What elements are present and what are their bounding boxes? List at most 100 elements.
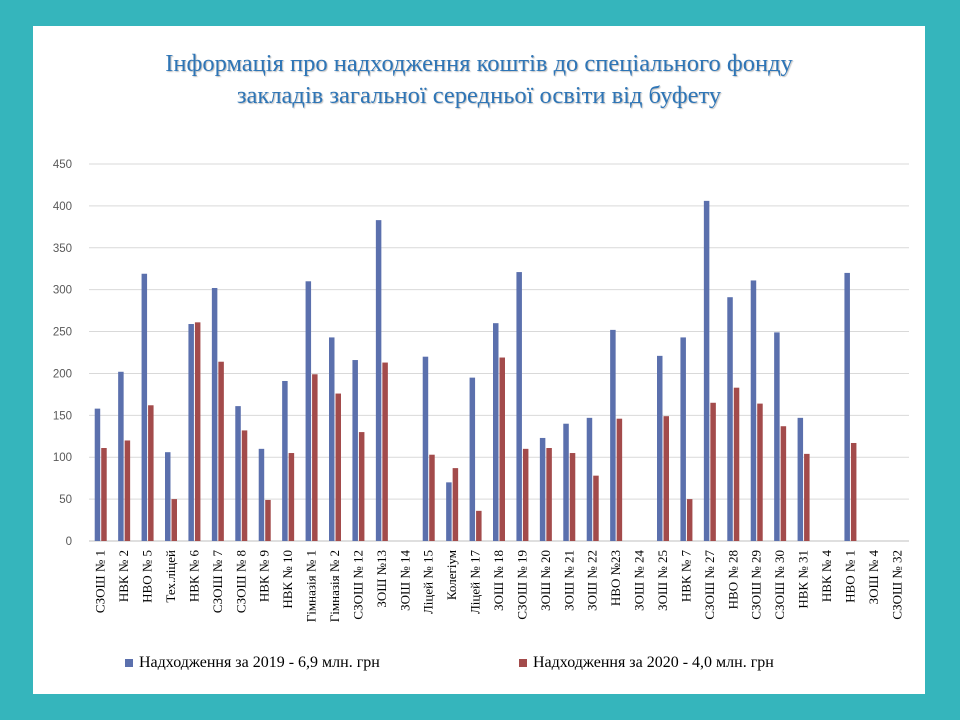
- x-tick-label: НВК № 31: [796, 550, 811, 609]
- x-tick-label: ЗОШ № 24: [632, 550, 647, 611]
- bar-chart: 0 50 100 150 200 250 300 350 400 450 СЗОШ № 1 НВК №…: [53, 159, 909, 622]
- chart-title: Інформація про надходження коштів до спе…: [33, 48, 925, 112]
- legend-label-2019: Надходження за 2019 - 6,9 млн. грн: [139, 654, 380, 671]
- bar-2019: [844, 272, 850, 541]
- bar-2020: [171, 499, 177, 541]
- bar-2020: [101, 448, 107, 541]
- x-tick-label: СЗОШ № 1: [93, 550, 108, 613]
- x-tick-label: СЗОШ № 12: [350, 550, 365, 620]
- legend-swatch-2019: [125, 659, 133, 667]
- x-tick-label: СЗОШ № 32: [889, 550, 904, 620]
- bar-2019: [469, 377, 476, 541]
- bar-2019: [352, 360, 358, 541]
- y-tick-label: 200: [53, 368, 72, 380]
- x-tick-label: НВК № 10: [280, 550, 295, 609]
- slide: Інформація про надходження коштів до спе…: [33, 26, 925, 694]
- y-tick-label: 350: [53, 243, 72, 255]
- x-tick-label: Колегіум: [444, 550, 459, 600]
- bar-2019: [727, 297, 733, 541]
- x-tick-label: НВК № 7: [678, 550, 693, 603]
- bar-2019: [493, 323, 499, 541]
- bar-2019: [258, 448, 265, 541]
- bar-2019: [329, 337, 335, 541]
- x-tick-label: СЗОШ № 27: [702, 550, 717, 620]
- x-tick-label: НВО №23: [608, 550, 623, 606]
- bar-2019: [118, 371, 124, 541]
- bar-2020: [569, 453, 576, 541]
- y-tick-label: 300: [53, 285, 72, 297]
- x-tick-label: СЗОШ № 8: [233, 550, 248, 613]
- bar-2019: [165, 452, 171, 541]
- bar-2020: [218, 361, 224, 541]
- bar-2020: [733, 387, 740, 541]
- x-tick-label: ЗОШ №13: [374, 550, 389, 608]
- y-tick-label: 250: [53, 327, 72, 339]
- bar-2020: [780, 426, 787, 541]
- bar-2019: [141, 273, 148, 541]
- bar-2020: [499, 357, 505, 541]
- bar-2020: [382, 362, 388, 541]
- x-tick-label: СЗОШ № 29: [749, 550, 764, 620]
- y-tick-label: 100: [53, 452, 72, 464]
- bar-2020: [476, 510, 482, 541]
- x-tick-label: ЗОШ № 4: [866, 550, 881, 605]
- x-tick-label: СЗОШ № 7: [210, 550, 225, 614]
- bar-2019: [235, 406, 241, 541]
- x-tick-label: НВО № 1: [842, 550, 857, 603]
- bar-2020: [288, 453, 295, 541]
- y-tick-label: 450: [53, 159, 72, 171]
- bar-2019: [516, 272, 522, 541]
- y-tick-label: 0: [66, 536, 72, 548]
- bar-2019: [774, 332, 780, 541]
- x-tick-label: Гімназія № 1: [304, 550, 319, 622]
- bar-2019: [422, 356, 429, 541]
- bar-2020: [546, 448, 552, 541]
- bar-2019: [188, 324, 194, 541]
- bar-2020: [312, 374, 318, 541]
- bar-2020: [335, 393, 341, 541]
- x-tick-label: ЗОШ № 21: [561, 550, 576, 611]
- x-tick-label: Ліцей № 15: [421, 550, 436, 614]
- bar-2019: [586, 417, 593, 541]
- bar-2020: [686, 499, 693, 541]
- bar-2019: [94, 408, 101, 541]
- x-tick-label: СЗОШ № 19: [514, 550, 529, 620]
- bar-2020: [194, 322, 201, 541]
- x-tick-label: НВК № 9: [257, 550, 272, 602]
- x-tick-label: НВК № 4: [819, 550, 834, 603]
- bar-2020: [241, 430, 248, 541]
- bar-2020: [804, 453, 810, 541]
- bar-2019: [539, 437, 546, 541]
- bar-2019: [446, 482, 452, 541]
- bar-2019: [797, 417, 804, 541]
- x-tick-label: ЗОШ № 25: [655, 550, 670, 611]
- x-tick-label: НВО № 28: [725, 550, 740, 609]
- bar-2019: [680, 337, 686, 541]
- bar-2019: [211, 287, 218, 541]
- bar-2019: [375, 220, 382, 541]
- bar-2020: [593, 475, 599, 541]
- y-tick-label: 50: [59, 494, 72, 506]
- chart-title-line-2: закладів загальної середньої освіти від …: [236, 82, 722, 109]
- bar-2020: [429, 454, 435, 541]
- x-tick-label: НВК № 2: [116, 550, 131, 602]
- bar-2020: [616, 418, 623, 541]
- chart-title-line-1: Інформація про надходження коштів до спе…: [165, 50, 793, 77]
- x-tick-label: ЗОШ № 22: [585, 550, 600, 611]
- x-tick-label: Тех.ліцей: [163, 550, 178, 603]
- bar-2020: [522, 448, 529, 541]
- bar-2020: [358, 432, 365, 541]
- y-tick-label: 150: [53, 410, 72, 422]
- bar-2019: [750, 280, 757, 541]
- legend-item-2020: Надходження за 2020 - 4,0 млн. грн: [519, 654, 774, 672]
- bar-2020: [710, 402, 716, 541]
- x-tick-label: НВК № 6: [186, 550, 201, 603]
- bar-2020: [757, 403, 763, 541]
- legend-swatch-2020: [519, 659, 527, 667]
- x-tick-label: Гімназія № 2: [327, 550, 342, 622]
- bar-2020: [452, 468, 459, 541]
- bar-2019: [610, 329, 616, 541]
- bar-2020: [124, 440, 131, 541]
- x-tick-label: Ліцей № 17: [468, 550, 483, 615]
- bar-2020: [663, 416, 669, 541]
